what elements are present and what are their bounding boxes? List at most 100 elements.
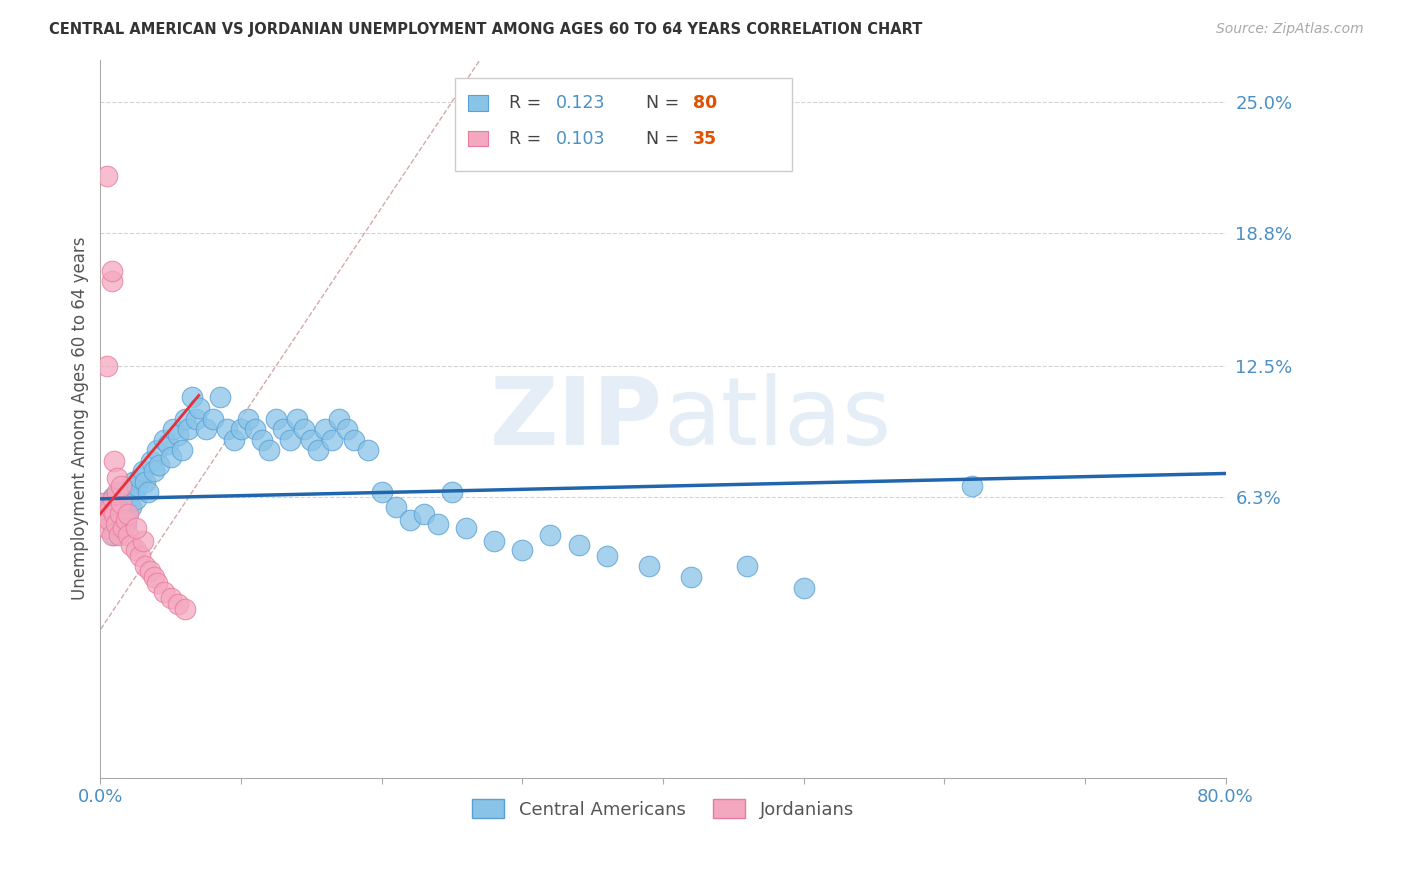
Point (125, 479, 148, 493)
Point (93, 496, 115, 510)
Point (356, 443, 378, 458)
Point (128, 549, 150, 563)
Text: N =: N = (647, 94, 685, 112)
Point (138, 564, 160, 578)
Point (134, 559, 156, 574)
Text: 0.103: 0.103 (557, 129, 606, 147)
Point (335, 422, 357, 436)
Point (243, 422, 266, 436)
Point (105, 485, 128, 500)
Point (482, 534, 505, 549)
Point (145, 576, 167, 591)
Point (278, 433, 301, 447)
Point (136, 485, 159, 500)
Point (426, 517, 449, 532)
Point (96, 521, 118, 535)
Point (568, 538, 591, 552)
Point (107, 527, 129, 541)
Text: R =: R = (509, 129, 547, 147)
Point (162, 422, 184, 436)
Point (118, 485, 141, 500)
Point (114, 513, 136, 527)
Point (111, 500, 134, 515)
Point (142, 570, 165, 584)
Point (120, 538, 142, 552)
Y-axis label: Unemployment Among Ages 60 to 64 years: Unemployment Among Ages 60 to 64 years (72, 237, 89, 600)
Point (681, 570, 703, 584)
Point (108, 507, 131, 521)
Point (159, 591, 181, 605)
Bar (468, 95, 488, 111)
Point (250, 433, 273, 447)
Text: Source: ZipAtlas.com: Source: ZipAtlas.com (1216, 22, 1364, 37)
Point (398, 513, 420, 527)
Point (314, 422, 336, 436)
Text: 0.123: 0.123 (557, 94, 606, 112)
Point (384, 500, 406, 515)
Point (173, 411, 195, 425)
Point (117, 496, 139, 510)
Point (342, 433, 364, 447)
Point (103, 507, 125, 521)
Point (104, 517, 127, 532)
Point (101, 490, 124, 504)
Point (201, 411, 224, 425)
Point (540, 527, 562, 541)
Point (285, 411, 308, 425)
Point (510, 542, 533, 557)
Point (96, 169, 118, 183)
Bar (468, 131, 488, 146)
Point (271, 422, 294, 436)
Point (412, 507, 434, 521)
Text: 80: 80 (693, 94, 717, 112)
Point (103, 527, 125, 541)
Point (180, 391, 202, 405)
Point (173, 601, 195, 615)
Point (128, 471, 150, 485)
Point (321, 433, 343, 447)
Point (115, 507, 138, 521)
Point (131, 534, 153, 549)
Point (194, 422, 217, 436)
Point (120, 500, 142, 515)
Point (131, 464, 153, 478)
Point (292, 422, 315, 436)
Point (91, 496, 114, 510)
Point (114, 517, 136, 532)
Point (105, 496, 128, 510)
Text: atlas: atlas (664, 373, 891, 465)
Point (264, 411, 287, 425)
Point (166, 598, 188, 612)
Point (152, 433, 174, 447)
Point (94, 507, 117, 521)
Point (112, 491, 135, 506)
Point (159, 450, 181, 464)
Point (104, 513, 127, 527)
Legend: Central Americans, Jordanians: Central Americans, Jordanians (465, 792, 862, 826)
Point (139, 454, 162, 468)
Point (299, 433, 322, 447)
Point (176, 422, 198, 436)
Point (148, 458, 170, 472)
Point (370, 485, 392, 500)
Point (100, 274, 122, 288)
Point (105, 471, 128, 485)
Point (170, 443, 193, 458)
Text: 35: 35 (693, 129, 717, 147)
Point (145, 443, 167, 458)
Text: CENTRAL AMERICAN VS JORDANIAN UNEMPLOYMENT AMONG AGES 60 TO 64 YEARS CORRELATION: CENTRAL AMERICAN VS JORDANIAN UNEMPLOYME… (49, 22, 922, 37)
Point (257, 443, 280, 458)
Point (638, 559, 661, 574)
Text: N =: N = (647, 129, 685, 147)
Point (208, 391, 231, 405)
Point (793, 581, 815, 595)
Point (229, 422, 252, 436)
Point (98, 500, 121, 515)
Point (100, 517, 122, 532)
Text: R =: R = (509, 94, 547, 112)
Point (97, 513, 120, 527)
Point (307, 443, 329, 458)
Point (440, 485, 463, 500)
Point (142, 464, 165, 478)
Point (454, 521, 477, 535)
